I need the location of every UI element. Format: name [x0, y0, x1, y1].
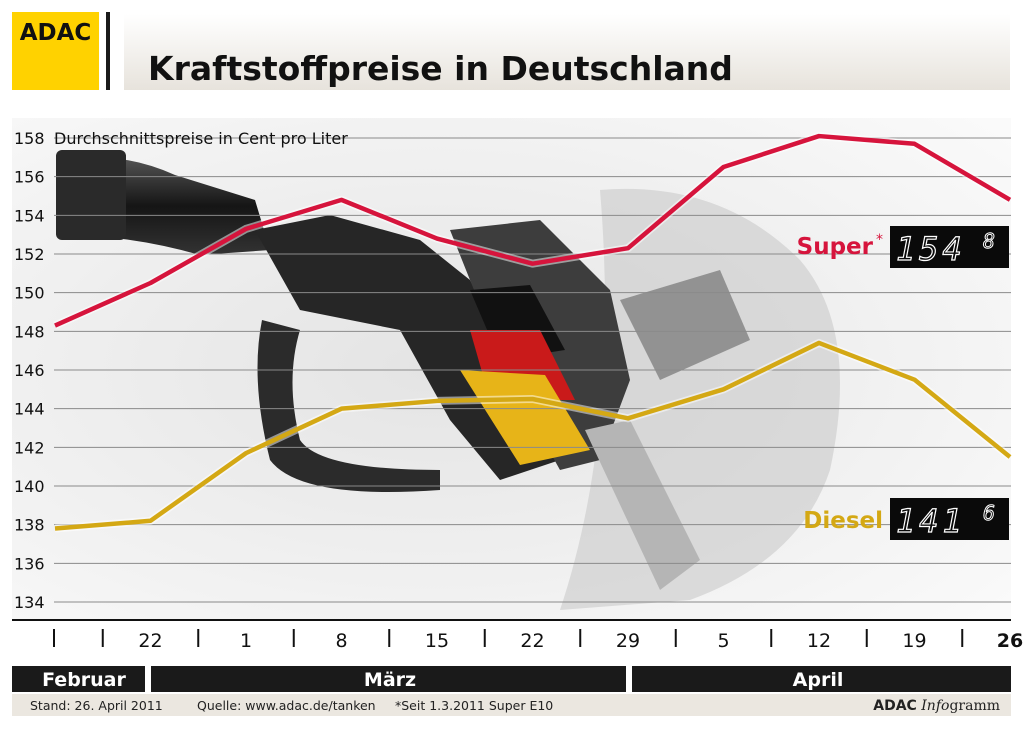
footer-credit-info: Info [920, 698, 949, 714]
diesel-price-value: 141 [896, 502, 966, 540]
page-title: Kraftstoffpreise in Deutschland [148, 49, 733, 88]
x-tick-label: 12 [807, 630, 831, 652]
series-layer [53, 132, 1013, 533]
x-tick-label: 22 [520, 630, 544, 652]
y-tick-label: 158 [14, 129, 45, 148]
legend-diesel-label: Diesel [803, 508, 883, 534]
x-axis: 22 1 8 15 22 29 5 12 19 26 [53, 629, 1023, 652]
y-tick-label: 136 [14, 554, 45, 573]
y-tick-label: 148 [14, 322, 45, 341]
month-label-februar: Februar [42, 669, 126, 691]
footer-source: Quelle: www.adac.de/tanken [197, 698, 376, 713]
y-tick-label: 144 [14, 400, 45, 419]
x-tick-label: 8 [335, 630, 347, 652]
adac-logo [12, 12, 99, 90]
title-banner [124, 14, 1010, 90]
super-price-fraction: 8 [983, 229, 995, 253]
x-tick-label: 15 [425, 630, 449, 652]
y-tick-label: 152 [14, 245, 45, 264]
month-label-maerz: März [364, 669, 416, 691]
legend-super-label: Super [797, 234, 874, 260]
month-label-april: April [793, 669, 844, 691]
month-bar-maerz [151, 666, 626, 692]
super-price-display [890, 226, 1009, 268]
diesel-price-fraction: 6 [983, 501, 995, 525]
x-tick-label: 22 [138, 630, 162, 652]
footer-credit-rest: gramm [949, 698, 1000, 714]
diesel-price-display [890, 498, 1009, 540]
footer-stand: Stand: 26. April 2011 [30, 698, 163, 713]
month-bar-februar [12, 666, 145, 692]
y-tick-label: 154 [14, 206, 45, 225]
y-axis-title: Durchschnittspreise in Cent pro Liter [54, 129, 348, 148]
legend-super-marker: * [876, 232, 883, 248]
y-tick-label: 146 [14, 361, 45, 380]
y-axis: 134 136 138 140 142 144 146 148 150 152 154 156 158 [14, 129, 1011, 612]
y-tick-label: 142 [14, 438, 45, 457]
legend-super: Super * 154 8 [797, 226, 1009, 269]
y-tick-label: 150 [14, 284, 45, 303]
footer-credit: ADAC Infogramm [873, 698, 1000, 714]
y-tick-label: 156 [14, 168, 45, 187]
x-tick-label: 26 [997, 630, 1023, 652]
super-price-value: 154 [896, 230, 966, 268]
legend-diesel: Diesel 141 6 [803, 498, 1009, 541]
x-tick-label: 1 [240, 630, 252, 652]
x-tick-label: 5 [717, 630, 729, 652]
y-tick-label: 138 [14, 516, 45, 535]
y-tick-label: 140 [14, 477, 45, 496]
y-tick-label: 134 [14, 593, 45, 612]
adac-logo-text: ADAC [20, 20, 92, 46]
month-bar-april [632, 666, 1011, 692]
header-divider [106, 12, 110, 90]
footer-note: *Seit 1.3.2011 Super E10 [395, 698, 553, 713]
x-tick-label: 29 [616, 630, 640, 652]
footer-credit-brand: ADAC [873, 698, 917, 714]
footer-bar [12, 694, 1011, 716]
x-tick-label: 19 [902, 630, 926, 652]
